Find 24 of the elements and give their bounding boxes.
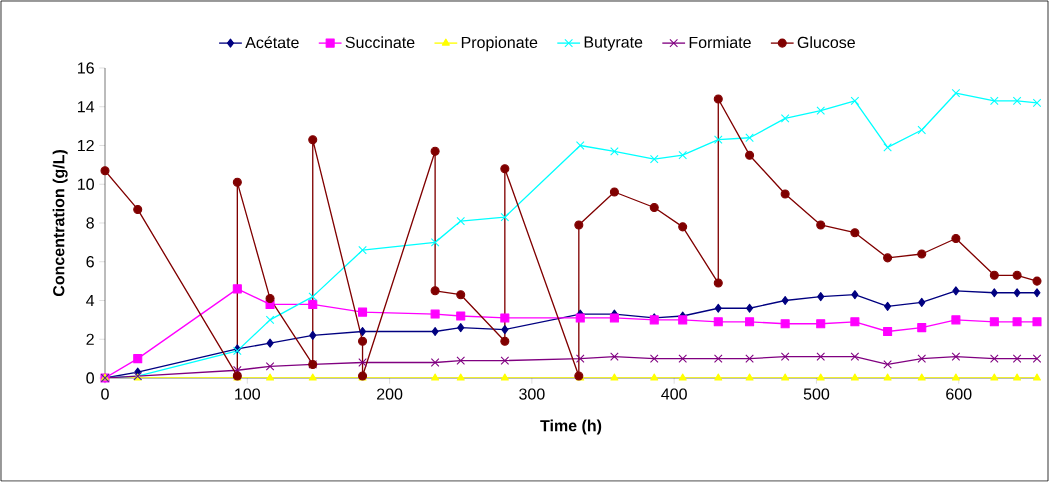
y-tick-label: 6 <box>86 256 94 268</box>
x-tick-label: 0 <box>101 388 109 400</box>
legend-label: Butyrate <box>584 36 643 51</box>
x-tick-label: 200 <box>377 388 403 400</box>
legend-label: Formiate <box>689 36 751 49</box>
x-tick-label: 300 <box>519 388 545 400</box>
x-tick-label: 600 <box>946 388 972 400</box>
y-tick-label: 10 <box>78 178 94 190</box>
legend-label: Glucose <box>797 36 855 49</box>
y-axis-title: Concentration (g/L) <box>52 150 68 297</box>
legend-label: Propionate <box>461 36 538 52</box>
x-tick-label: 500 <box>803 388 830 400</box>
legend-label: Acétate <box>245 36 299 49</box>
y-tick-label: 2 <box>86 333 94 345</box>
y-tick-label: 12 <box>78 139 94 152</box>
legend-label: Succinate <box>345 36 415 49</box>
y-tick-label: 8 <box>86 217 94 229</box>
y-tick-label: 14 <box>78 101 95 113</box>
x-axis-title: Time (h) <box>540 419 602 435</box>
y-tick-label: 0 <box>86 372 94 384</box>
y-tick-label: 16 <box>78 62 94 74</box>
x-tick-label: 100 <box>235 388 261 400</box>
x-tick-label: 400 <box>661 388 687 400</box>
y-tick-label: 4 <box>86 295 95 306</box>
